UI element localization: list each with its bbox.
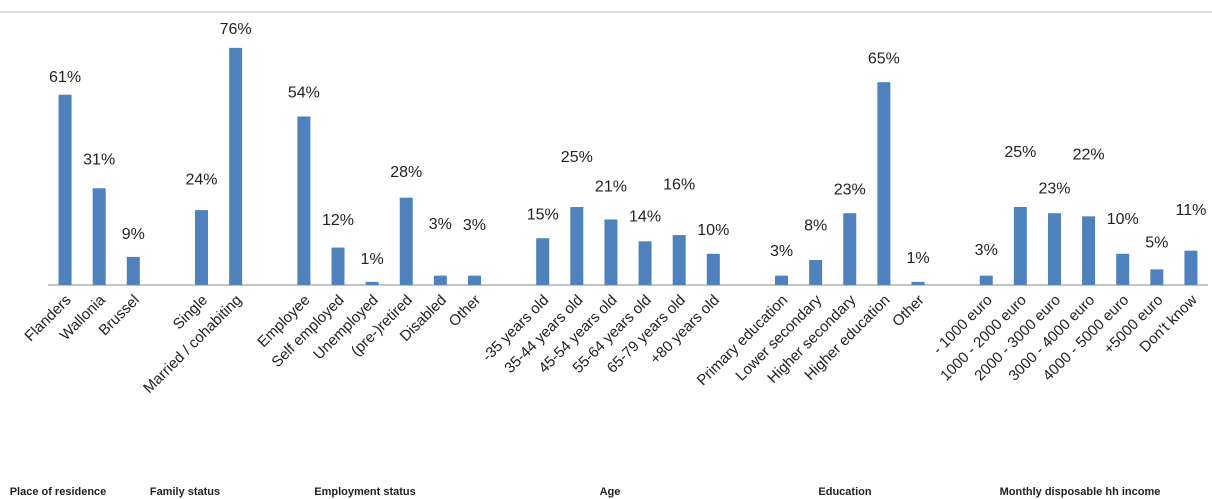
- bar: [92, 188, 106, 285]
- bar: [126, 256, 140, 285]
- value-label: 15%: [527, 206, 559, 223]
- bar: [399, 197, 413, 285]
- bar: [1082, 216, 1096, 285]
- value-label: 9%: [122, 226, 145, 243]
- value-label: 28%: [390, 164, 422, 181]
- x-tick-label: Other: [446, 292, 485, 331]
- value-label: 25%: [1004, 144, 1036, 161]
- value-label: 21%: [595, 179, 627, 196]
- bar: [1184, 250, 1198, 285]
- bar: [843, 213, 857, 285]
- group-label: Employment status: [314, 486, 415, 498]
- group-label: Family status: [150, 486, 220, 498]
- value-label: 1%: [361, 251, 384, 268]
- bar: [809, 260, 823, 285]
- value-label: 3%: [463, 217, 486, 234]
- bar: [536, 238, 550, 285]
- bar: [331, 247, 345, 285]
- group-label: Place of residence: [10, 486, 107, 498]
- value-label: 8%: [804, 217, 827, 234]
- value-label: 16%: [663, 176, 695, 193]
- value-label: 11%: [1176, 202, 1207, 219]
- bar: [570, 207, 584, 285]
- bar: [1047, 213, 1061, 285]
- value-label: 3%: [429, 216, 452, 233]
- value-label: 10%: [1107, 211, 1139, 228]
- value-label: 12%: [322, 212, 354, 229]
- bar: [1013, 207, 1027, 285]
- value-label: 3%: [975, 242, 998, 259]
- value-label: 14%: [629, 209, 661, 226]
- bar: [467, 275, 481, 285]
- value-label: 76%: [220, 21, 252, 38]
- value-label: 24%: [186, 171, 218, 188]
- bar: [672, 235, 686, 285]
- value-label: 1%: [906, 250, 929, 267]
- bar: [433, 275, 447, 285]
- bar: [195, 210, 209, 285]
- value-label: 31%: [83, 151, 115, 168]
- bar: [58, 94, 72, 286]
- group-label: Age: [600, 486, 621, 498]
- bar: [911, 281, 925, 285]
- x-tick-label: Other: [889, 292, 928, 331]
- bar: [706, 253, 720, 285]
- bar: [1116, 253, 1130, 285]
- bar: [979, 275, 993, 285]
- group-label: Education: [818, 486, 871, 498]
- value-label: 5%: [1145, 235, 1168, 252]
- bar: [604, 219, 618, 285]
- bar: [877, 82, 891, 285]
- value-label: 25%: [561, 149, 593, 166]
- value-label: 23%: [834, 181, 866, 198]
- bar: [229, 47, 243, 285]
- value-label: 3%: [770, 243, 793, 260]
- bar: [775, 275, 789, 285]
- bar: [365, 281, 379, 285]
- bar: [297, 116, 311, 286]
- value-label: 61%: [49, 69, 81, 86]
- group-label: Monthly disposable hh income: [1000, 486, 1161, 498]
- bar: [1150, 269, 1164, 285]
- bar: [638, 241, 652, 285]
- value-label: 23%: [1038, 180, 1070, 197]
- value-label: 22%: [1073, 147, 1105, 164]
- value-label: 65%: [868, 50, 900, 67]
- value-label: 10%: [697, 222, 729, 239]
- value-label: 54%: [288, 85, 320, 102]
